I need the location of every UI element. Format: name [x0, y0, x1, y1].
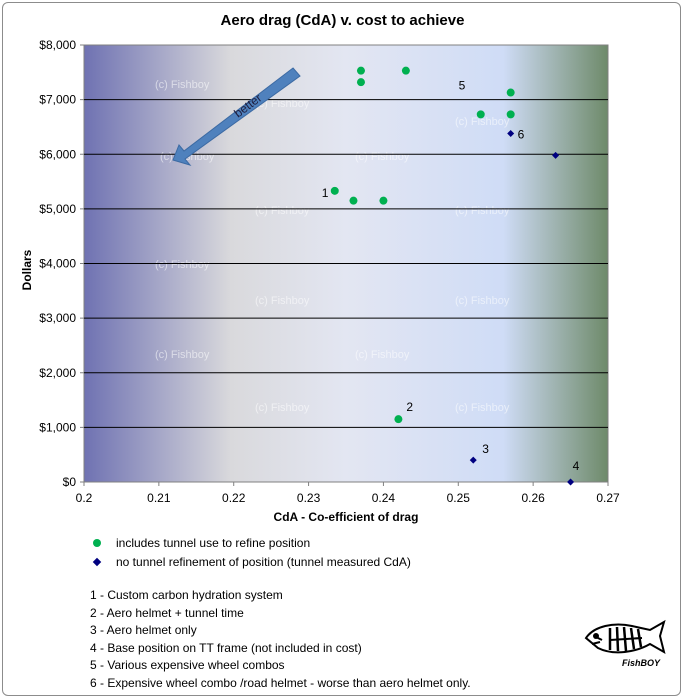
- x-tick-label: 0.23: [297, 491, 321, 505]
- note-item: 3 - Aero helmet only: [90, 623, 197, 637]
- y-axis-ticks: $0 $1,000 $2,000 $3,000 $4,000 $5,000 $6,000 $7…: [39, 38, 84, 489]
- point-label: 6: [518, 127, 525, 141]
- point-label: 1: [322, 186, 329, 200]
- legend: includes tunnel use to refine position n…: [90, 533, 411, 571]
- watermark-text: (c) Fishboy: [355, 349, 410, 361]
- point-tunnel: [401, 66, 410, 75]
- chart-title: Aero drag (CdA) v. cost to achieve: [220, 12, 465, 29]
- legend-label-no-tunnel: no tunnel refinement of position (tunnel…: [116, 554, 411, 569]
- x-tick-label: 0.22: [222, 491, 246, 505]
- watermark-text: (c) Fishboy: [455, 116, 510, 128]
- legend-label-tunnel: includes tunnel use to refine position: [116, 535, 311, 550]
- green-circle-icon: [90, 536, 104, 550]
- point-label: 2: [406, 400, 413, 414]
- point-label: 4: [573, 459, 580, 473]
- better-arrow-shape: [172, 67, 301, 166]
- y-tick-label: $8,000: [39, 38, 76, 52]
- watermark-text: (c) Fishboy: [455, 205, 510, 217]
- x-tick-label: 0.2: [76, 491, 93, 505]
- y-axis-label: Dollars: [20, 249, 34, 291]
- y-tick-label: $7,000: [39, 93, 76, 107]
- point-no-tunnel: [469, 456, 477, 464]
- data-points: [330, 66, 575, 486]
- watermark-text: (c) Fishboy: [155, 259, 210, 271]
- watermark-text: (c) Fishboy: [255, 402, 310, 414]
- y-tick-label: $3,000: [39, 311, 76, 325]
- y-tick-label: $5,000: [39, 202, 76, 216]
- point-tunnel: [349, 196, 358, 205]
- x-tick-label: 0.24: [372, 491, 396, 505]
- note-item: 2 - Aero helmet + tunnel time: [90, 605, 244, 620]
- watermark-text: (c) Fishboy: [455, 295, 510, 307]
- x-tick-label: 0.26: [521, 491, 545, 505]
- point-no-tunnel: [567, 478, 575, 486]
- x-axis-ticks: 0.2 0.21 0.22 0.23 0.24 0.25 0.26 0.27: [76, 482, 620, 505]
- navy-diamond-icon: [90, 555, 104, 569]
- point-tunnel: [356, 78, 365, 87]
- point-label: 5: [459, 79, 466, 93]
- note-item: 6 - Expensive wheel combo /road helmet -…: [90, 675, 471, 690]
- watermark-text: (c) Fishboy: [255, 295, 310, 307]
- y-tick-label: $4,000: [39, 257, 76, 271]
- watermark-text: (c) Fishboy: [455, 402, 510, 414]
- legend-item-tunnel: includes tunnel use to refine position: [90, 533, 411, 552]
- notes-list: 1 - Custom carbon hydration system 2 - A…: [90, 587, 471, 692]
- point-label: 3: [482, 442, 489, 456]
- note-item: 5 - Various expensive wheel combos: [90, 658, 285, 672]
- point-tunnel: [394, 415, 403, 424]
- point-no-tunnel: [507, 129, 515, 137]
- y-tick-label: $6,000: [39, 147, 76, 161]
- note-item: 1 - Custom carbon hydration system: [90, 588, 283, 602]
- fishboy-logo: FishBOY: [584, 619, 666, 668]
- note-item: 4 - Base position on TT frame (not inclu…: [90, 640, 362, 655]
- y-tick-label: $1,000: [39, 420, 76, 434]
- watermark-text: (c) Fishboy: [255, 98, 310, 110]
- point-tunnel: [506, 88, 515, 97]
- point-tunnel: [330, 186, 339, 195]
- watermark-text: (c) Fishboy: [155, 349, 210, 361]
- logo-text: FishBOY: [622, 658, 661, 668]
- point-labels: 1 2 3 4 5 6: [322, 79, 580, 473]
- watermark-text: (c) Fishboy: [155, 79, 210, 91]
- legend-item-no-tunnel: no tunnel refinement of position (tunnel…: [90, 552, 411, 571]
- watermark-text: (c) Fishboy: [355, 151, 410, 163]
- point-tunnel: [379, 196, 388, 205]
- x-axis-label: CdA - Co-efficient of drag: [273, 510, 419, 524]
- watermark-text: (c) Fishboy: [255, 205, 310, 217]
- point-tunnel: [476, 110, 485, 119]
- grid-lines: [84, 99, 608, 428]
- point-tunnel: [356, 66, 365, 75]
- y-tick-label: $2,000: [39, 366, 76, 380]
- scatter-plot: (c) Fishboy (c) Fishboy (c) Fishboy (c) Fis…: [39, 38, 620, 505]
- point-no-tunnel: [552, 151, 560, 159]
- y-tick-label: $0: [63, 475, 77, 489]
- x-tick-label: 0.25: [447, 491, 471, 505]
- x-tick-label: 0.21: [147, 491, 171, 505]
- point-tunnel: [506, 110, 515, 119]
- x-tick-label: 0.27: [596, 491, 620, 505]
